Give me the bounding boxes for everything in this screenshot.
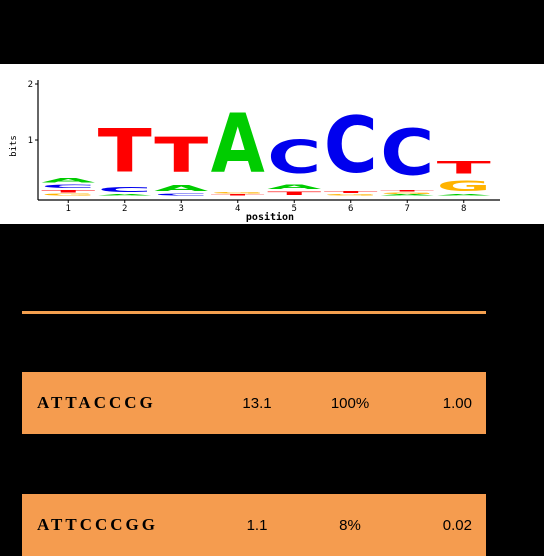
logo-letter-T: T: [380, 190, 434, 192]
logo-letter-T: T: [211, 194, 265, 196]
y-tick-label: 2: [28, 80, 33, 90]
logo-letter-T: T: [324, 190, 378, 193]
y-axis-label: bits: [9, 135, 19, 157]
x-tick-label: 7: [405, 204, 410, 214]
x-tick-label: 5: [292, 204, 297, 214]
logo-letter-A: A: [380, 194, 434, 196]
sequence-logo-panel: 2 1 bits position 1 G T C A 2 A C T 3 C A T 4 T G A 5 T A C 6 G T C 7…: [0, 64, 544, 224]
score-cell: 1.1: [246, 516, 268, 534]
x-tick-label: 8: [461, 204, 466, 214]
y-tick-label: 1: [28, 136, 33, 146]
table-row: ATTACCCG 13.1 100% 1.00: [22, 372, 486, 434]
x-tick-label: 1: [66, 204, 71, 214]
sequence-cell: ATTCCCGG: [37, 515, 158, 534]
logo-letter-G: G: [324, 194, 378, 196]
logo-letter-C: C: [324, 100, 378, 190]
logo-letter-C: C: [154, 193, 208, 196]
logo-letter-A: A: [211, 97, 265, 191]
logo-letter-C: C: [41, 184, 95, 190]
x-tick-label: 6: [348, 204, 353, 214]
logo-letter-G: G: [41, 193, 95, 196]
x-tick-label: 3: [179, 204, 184, 214]
logo-letter-A: A: [154, 184, 209, 193]
logo-letter-C: C: [98, 186, 152, 194]
score-cell: 13.1: [242, 394, 272, 412]
percent-cell: 8%: [339, 516, 361, 534]
logo-letter-G: G: [211, 192, 265, 194]
logo-letter-T: T: [154, 128, 208, 184]
logo-letter-C: C: [267, 131, 321, 184]
logo-letter-T: T: [267, 190, 321, 196]
sequence-cell: ATTACCCG: [37, 393, 156, 412]
x-tick-label: 2: [122, 204, 127, 214]
logo-letter-T: T: [41, 189, 95, 193]
table-divider: [22, 311, 486, 314]
logo-letter-A: A: [437, 194, 491, 196]
x-axis-label: position: [246, 211, 294, 223]
ratio-cell: 1.00: [442, 394, 472, 412]
logo-letter-A: A: [98, 194, 152, 196]
sequence-logo-chart: 21bitsposition1GTCA2ACT3CAT4TGA5TAC6GTC7…: [9, 80, 500, 223]
logo-letter-C: C: [380, 117, 434, 191]
logo-letter-T: T: [98, 116, 152, 186]
ratio-cell: 0.02: [442, 516, 472, 534]
logo-letter-G: G: [380, 192, 434, 194]
logo-letter-A: A: [41, 177, 96, 184]
logo-letter-G: G: [437, 178, 491, 195]
percent-cell: 100%: [330, 394, 370, 412]
logo-letter-T: T: [437, 158, 491, 177]
x-tick-label: 4: [235, 204, 240, 214]
logo-letter-A: A: [267, 184, 322, 191]
table-row: ATTCCCGG 1.1 8% 0.02: [22, 494, 486, 556]
